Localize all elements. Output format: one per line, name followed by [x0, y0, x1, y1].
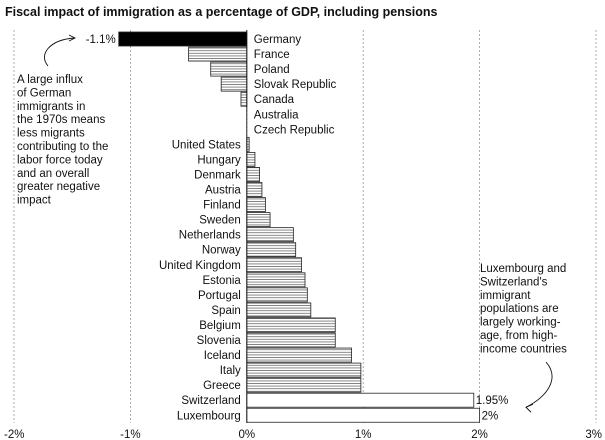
- x-tick-label: 0%: [238, 429, 255, 440]
- annotation-right-line: income countries: [480, 343, 567, 355]
- annotation-right-line: Switzerland's: [480, 276, 548, 288]
- annotation-left-line: impact: [17, 195, 52, 207]
- bar-iceland: [246, 347, 352, 363]
- value-labels: -1.1% 1.95% 2%: [86, 34, 509, 422]
- x-tick-label: -1%: [120, 429, 140, 440]
- value-label: -1.1%: [86, 34, 116, 46]
- annotation-left-line: A large influx: [17, 74, 83, 86]
- x-tick-label: 2%: [471, 429, 488, 440]
- category-label: Czech Republic: [254, 124, 335, 136]
- x-tick-label: 3%: [585, 429, 602, 440]
- value-label: 1.95%: [476, 395, 509, 407]
- category-label: Denmark: [194, 169, 241, 181]
- category-label: Luxembourg: [177, 410, 241, 422]
- bar-hungary: [246, 151, 256, 167]
- category-label: Spain: [211, 305, 240, 317]
- annotation-left-line: of German: [17, 87, 71, 99]
- category-label: Australia: [254, 109, 299, 121]
- annotation-left-line: and an overall: [17, 168, 89, 180]
- category-label: Poland: [254, 64, 290, 76]
- category-label: United States: [172, 139, 241, 151]
- annotation-left-line: greater negative: [17, 181, 100, 193]
- category-label: Estonia: [202, 275, 241, 287]
- category-label: Norway: [202, 245, 241, 257]
- bar-sweden: [246, 212, 271, 228]
- annotation-right-line: age, from high-: [480, 330, 558, 342]
- category-label: Belgium: [199, 320, 241, 332]
- category-label: Sweden: [199, 215, 241, 227]
- bar-greece: [246, 377, 362, 393]
- annotation-right-line: largely working-: [480, 317, 561, 329]
- bar-slovak-republic: [220, 76, 248, 92]
- category-label: Hungary: [197, 154, 241, 166]
- annotation-right-line: immigrant: [480, 290, 531, 302]
- annotation-left-line: the 1970s means: [17, 114, 105, 126]
- category-label: France: [254, 49, 290, 61]
- bar-italy: [246, 362, 362, 378]
- category-label: Canada: [254, 94, 295, 106]
- annotation-left-line: immigrants in: [17, 101, 85, 113]
- annotation-right-line: Luxembourg and: [480, 263, 566, 275]
- bar-austria: [246, 182, 263, 197]
- bar-germany: [118, 31, 248, 47]
- x-tick-label: -2%: [4, 429, 24, 440]
- bar-luxembourg: [246, 407, 481, 423]
- bar-poland: [210, 61, 248, 77]
- category-label: Finland: [203, 200, 241, 212]
- bar-slovenia: [246, 332, 336, 348]
- bars: [118, 30, 481, 423]
- category-labels: Germany France Poland Slovak Republic Canada…: [159, 34, 337, 422]
- annotation-left-line: less migrants: [17, 128, 85, 140]
- arrow-head-icon: [68, 34, 77, 42]
- bar-france: [188, 46, 248, 62]
- category-label: Austria: [205, 185, 241, 197]
- bar-canada: [240, 91, 248, 107]
- category-label: United Kingdom: [159, 260, 241, 272]
- bar-finland: [246, 197, 266, 212]
- category-label: Switzerland: [181, 395, 240, 407]
- bar-estonia: [246, 272, 306, 288]
- category-label: Netherlands: [179, 230, 241, 242]
- value-label: 2%: [482, 410, 499, 422]
- category-label: Slovenia: [197, 335, 242, 347]
- annotation-right-arrow: [525, 361, 553, 408]
- annotation-left-arrow: [44, 37, 75, 67]
- bar-united-kingdom: [246, 257, 302, 273]
- arrow-head-icon: [525, 403, 534, 413]
- x-tick-labels: -2% -1% 0% 1% 2% 3%: [4, 429, 602, 440]
- bar-switzerland: [246, 392, 475, 408]
- bar-denmark: [246, 167, 261, 182]
- bar-netherlands: [246, 227, 294, 243]
- category-label: Portugal: [198, 290, 241, 302]
- x-tick-label: 1%: [355, 429, 372, 440]
- category-label: Iceland: [204, 350, 241, 362]
- bar-belgium: [246, 317, 336, 333]
- category-label: Slovak Republic: [254, 79, 337, 91]
- category-label: Italy: [220, 365, 241, 377]
- category-label: Germany: [254, 34, 302, 46]
- bar-portugal: [246, 287, 308, 303]
- annotation-left-line: contributing to the: [17, 141, 108, 153]
- bar-norway: [246, 242, 297, 258]
- annotation-right-line: populations are: [480, 303, 559, 315]
- annotation-left-line: labor force today: [17, 154, 103, 166]
- category-label: Greece: [203, 380, 241, 392]
- bar-spain: [246, 302, 312, 318]
- chart-title: Fiscal impact of immigration as a percen…: [5, 5, 438, 19]
